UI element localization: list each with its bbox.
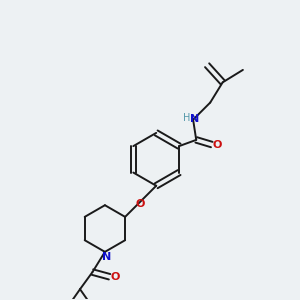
Text: N: N [190,114,199,124]
Text: O: O [213,140,222,150]
Text: H: H [183,113,190,123]
Text: O: O [110,272,120,282]
Text: N: N [102,253,111,262]
Text: O: O [136,199,146,208]
